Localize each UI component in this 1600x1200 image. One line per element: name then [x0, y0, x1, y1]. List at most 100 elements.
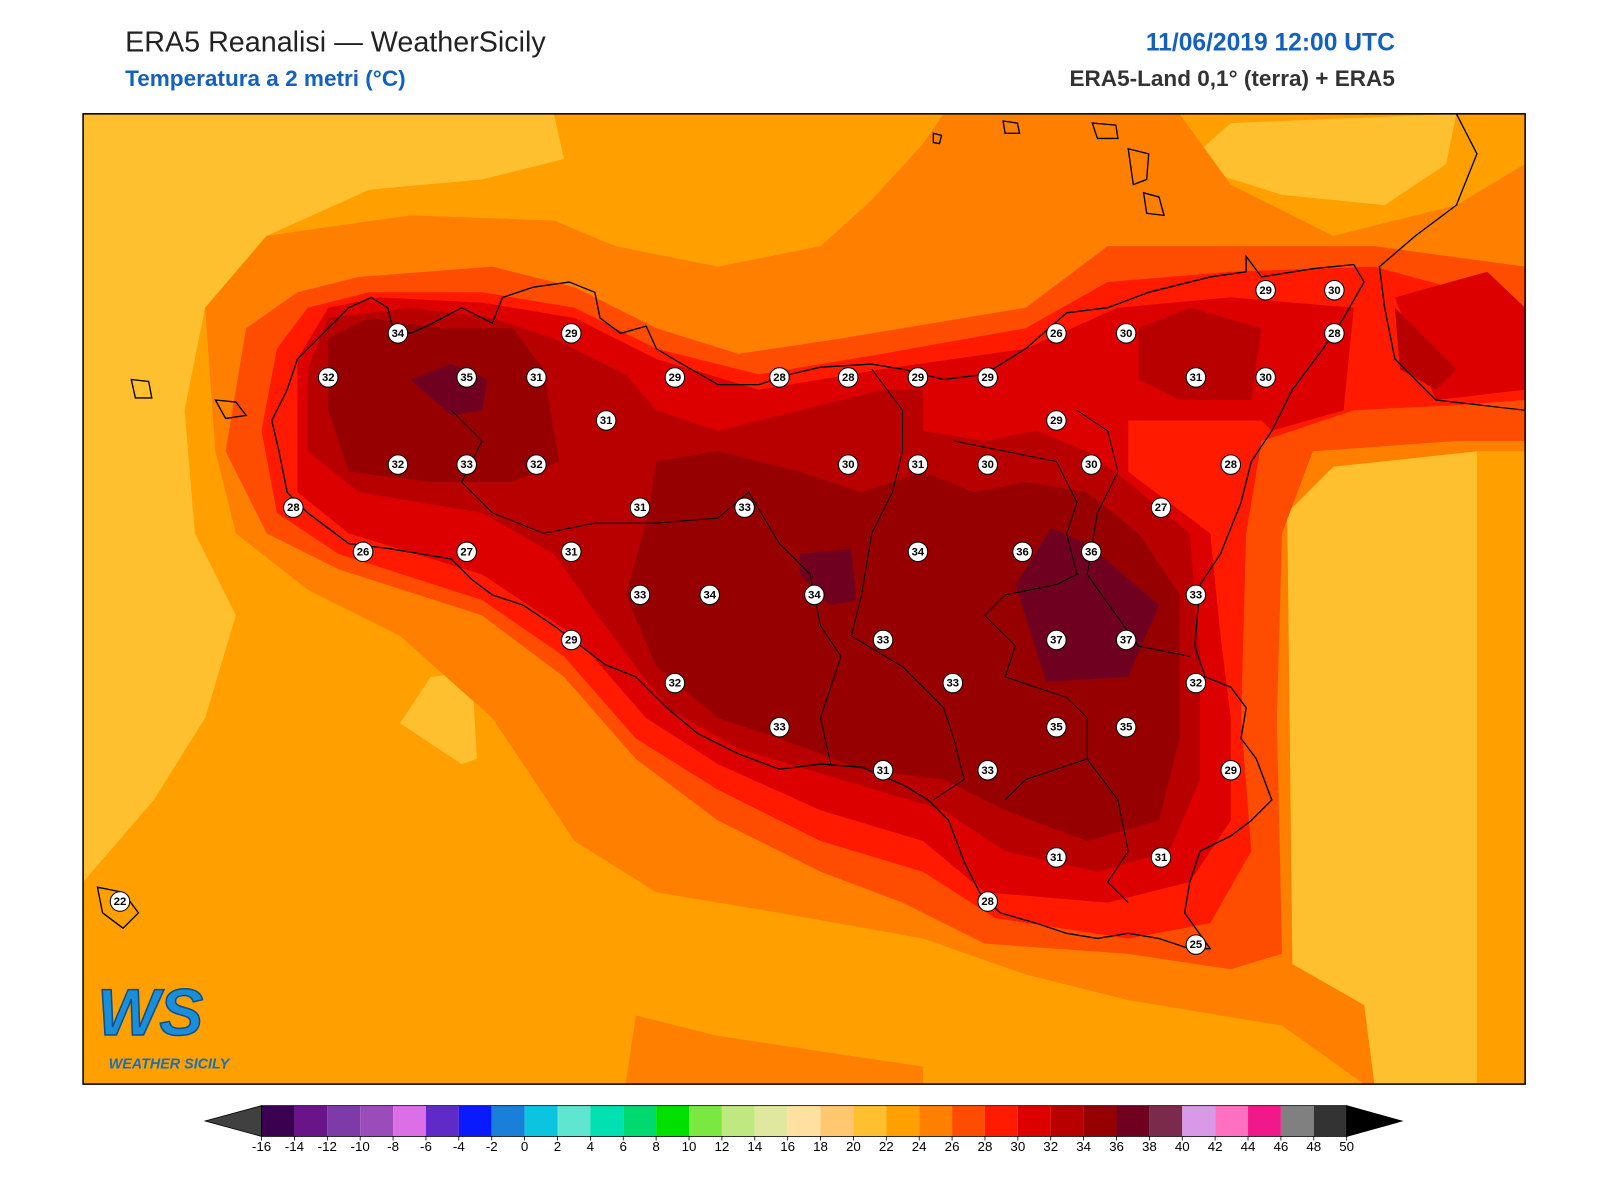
station-marker	[109, 891, 131, 912]
station-value: 34	[703, 589, 716, 601]
station-value: 32	[669, 678, 682, 690]
colorbar-bin	[393, 1105, 426, 1137]
colorbar-tick-label: 22	[879, 1139, 894, 1154]
colorbar-bin	[557, 1105, 591, 1137]
station-marker	[1046, 410, 1067, 431]
station-marker	[907, 541, 929, 563]
field-band	[625, 1015, 924, 1085]
station-marker	[872, 629, 894, 651]
province-border	[850, 368, 965, 801]
station-value: 22	[114, 896, 127, 908]
station-value: 30	[842, 459, 855, 471]
station-marker	[977, 891, 998, 912]
field-band	[1138, 307, 1262, 400]
station-value: 33	[981, 765, 994, 777]
colorbar-tick-label: -12	[318, 1139, 337, 1154]
station-marker	[1255, 279, 1276, 301]
station-marker	[1046, 716, 1067, 738]
station-marker	[561, 629, 582, 651]
station-marker	[456, 454, 477, 475]
station-marker	[1185, 584, 1207, 606]
colorbar-over	[1346, 1105, 1404, 1137]
station-value: 33	[634, 589, 647, 601]
colorbar-bin	[919, 1105, 953, 1137]
field-band	[83, 113, 565, 883]
station-value: 30	[1085, 459, 1098, 471]
station-value: 37	[1050, 634, 1063, 646]
colorbar-under	[203, 1105, 262, 1137]
colorbar-tick-label: 40	[1175, 1139, 1190, 1154]
colorbar-tick-label: 4	[587, 1139, 595, 1154]
colorbar-bin	[1116, 1105, 1150, 1137]
station-marker	[352, 541, 374, 563]
field-band	[800, 548, 857, 606]
colorbar-bin	[623, 1105, 657, 1137]
colorbar-tick-label: 16	[780, 1139, 795, 1154]
station-value: 36	[1016, 546, 1029, 558]
title: ERA5 Reanalisi — WeatherSicily	[125, 27, 546, 59]
colorbar-bin	[1017, 1105, 1051, 1137]
colorbar-tick-label: -14	[285, 1139, 305, 1154]
station-value: 33	[460, 459, 473, 471]
station-marker	[804, 584, 825, 606]
station-value: 31	[1050, 852, 1063, 864]
subtitle: Temperatura a 2 metri (°C)	[125, 66, 406, 91]
station-value: 30	[981, 459, 994, 471]
station-value: 32	[530, 459, 543, 471]
colorbar-tick-label: 0	[521, 1139, 528, 1154]
colorbar-bin	[491, 1105, 525, 1137]
colorbar-tick-label: 46	[1273, 1139, 1288, 1154]
station-marker	[1046, 847, 1067, 868]
station-value: 34	[392, 328, 405, 340]
colorbar-tick-label: 28	[978, 1139, 993, 1154]
logo-mark: WS	[97, 976, 203, 1049]
colorbar-bin	[853, 1105, 887, 1137]
station-value: 35	[460, 372, 473, 384]
island	[214, 399, 248, 420]
station-value: 27	[1155, 502, 1168, 514]
colorbar-tick-label: -4	[453, 1139, 465, 1154]
colorbar-bin	[1248, 1105, 1281, 1137]
station-value: 31	[530, 372, 543, 384]
colorbar-tick-label: 10	[682, 1139, 697, 1154]
colorbar-tick-label: 36	[1109, 1139, 1124, 1154]
station-value: 28	[842, 372, 855, 384]
station-marker	[1324, 279, 1345, 301]
station-marker	[1324, 323, 1345, 344]
station-marker	[1150, 497, 1172, 518]
colorbar-tick-label: 20	[846, 1139, 861, 1154]
station-marker	[387, 454, 409, 475]
station-marker	[1115, 629, 1137, 651]
station-marker	[664, 367, 686, 388]
station-marker	[456, 367, 477, 388]
colorbar-tick-label: 6	[620, 1139, 627, 1154]
station-marker	[977, 759, 998, 781]
station-value: 27	[460, 546, 473, 558]
colorbar: -16 -14 -12 -10 -8 -6 -4 -2 0 2 4 6 8 10 12 14 16 18 20 22 2…	[203, 1105, 1404, 1154]
station-marker	[907, 367, 929, 388]
station-value: 30	[1120, 328, 1133, 340]
colorbar-bin	[425, 1105, 459, 1137]
colorbar-bin	[820, 1105, 854, 1137]
station-marker	[977, 367, 998, 388]
colorbar-tick-label: 18	[813, 1139, 828, 1154]
station-marker	[1255, 367, 1276, 388]
colorbar-tick-label: 48	[1306, 1139, 1321, 1154]
station-marker	[526, 454, 547, 475]
station-value: 25	[1190, 939, 1203, 951]
colorbar-bin	[656, 1105, 690, 1137]
island	[1142, 191, 1166, 217]
field-band	[1287, 451, 1477, 1085]
station-value: 26	[357, 546, 370, 558]
colorbar-bin	[1280, 1105, 1314, 1137]
station-value: 29	[1259, 285, 1272, 297]
colorbar-tick-label: 38	[1142, 1139, 1157, 1154]
station-value: 34	[808, 589, 821, 601]
station-value: 32	[392, 459, 405, 471]
station-marker	[872, 759, 894, 781]
colorbar-bin	[1149, 1105, 1183, 1137]
colorbar-bin	[590, 1105, 624, 1137]
colorbar-tick-label: 44	[1241, 1139, 1256, 1154]
colorbar-bin	[689, 1105, 722, 1137]
